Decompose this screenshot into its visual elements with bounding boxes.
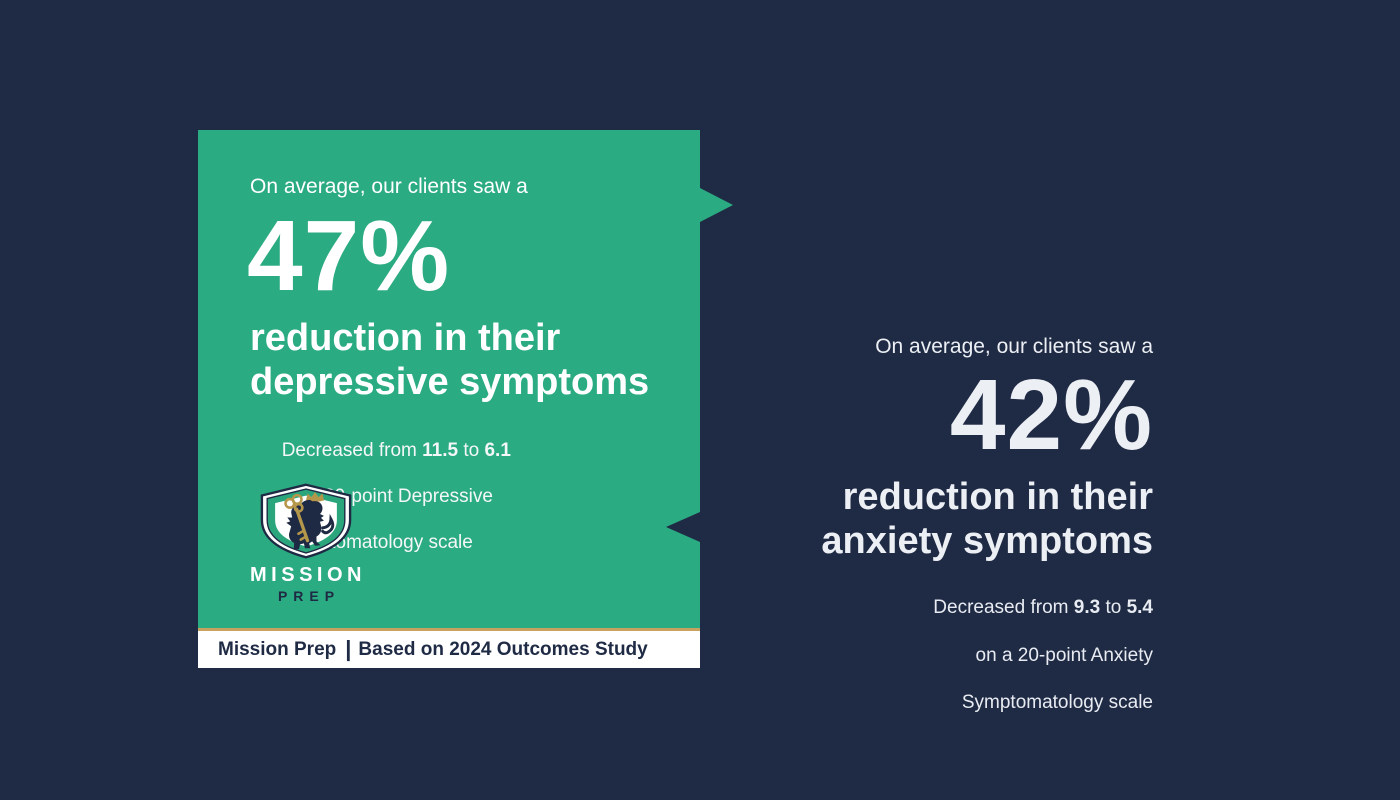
depression-stat-value: 47% (247, 200, 451, 313)
attribution-bar: Mission Prep | Based on 2024 Outcomes St… (198, 628, 700, 668)
lion-icon (286, 499, 335, 550)
shield-icon (260, 483, 352, 559)
anxiety-headline-line1: reduction in their (842, 476, 1153, 519)
depression-stat-content: On average, our clients saw a 47% reduct… (198, 130, 700, 578)
depression-score-before: 11.5 (422, 439, 459, 461)
depression-stat-card: On average, our clients saw a 47% reduct… (198, 130, 733, 668)
speech-bubble-tail-right-icon (700, 188, 733, 222)
logo-wordmark-mission: MISSION (250, 564, 366, 586)
anxiety-headline-line2: anxiety symptoms (821, 520, 1153, 563)
anxiety-detail-mid: to (1100, 597, 1127, 619)
depression-headline-line1: reduction in their (250, 317, 561, 360)
depression-eyebrow-text: On average, our clients saw a (250, 175, 528, 198)
anxiety-detail-pre: Decreased from (933, 597, 1074, 619)
attribution-divider: | (345, 635, 352, 661)
anxiety-headline: reduction in their anxiety symptoms (733, 475, 1153, 563)
anxiety-eyebrow-text: On average, our clients saw a (875, 335, 1153, 358)
key-icon (284, 493, 310, 543)
crown-icon (306, 491, 325, 502)
attribution-note: Based on 2024 Outcomes Study (358, 638, 648, 660)
mission-prep-logo: MISSION PREP (244, 482, 368, 604)
depression-detail-pre: Decreased from (281, 439, 423, 461)
anxiety-score-after: 5.4 (1126, 597, 1153, 619)
anxiety-detail-text: Decreased from 9.3 to 5.4 on a 20-point … (733, 572, 1153, 738)
depression-detail-mid: to (458, 439, 485, 461)
anxiety-stat-panel: On average, our clients saw a 42% reduct… (733, 334, 1153, 739)
depression-score-after: 6.1 (484, 439, 511, 461)
anxiety-detail-line2: on a 20-point Anxiety (975, 644, 1153, 666)
anxiety-stat-value: 42% (949, 359, 1153, 472)
depression-detail-text: Decreased from 11.5 to 6.1 on a 20-point… (250, 415, 656, 577)
logo-wordmark-prep: PREP (277, 588, 341, 604)
anxiety-detail-line3: Symptomatology scale (961, 692, 1153, 714)
anxiety-score-before: 9.3 (1073, 597, 1101, 619)
depression-headline: reduction in their depressive symptoms (250, 316, 656, 404)
attribution-brand: Mission Prep (218, 638, 337, 660)
depression-headline-line2: depressive symptoms (250, 361, 650, 404)
